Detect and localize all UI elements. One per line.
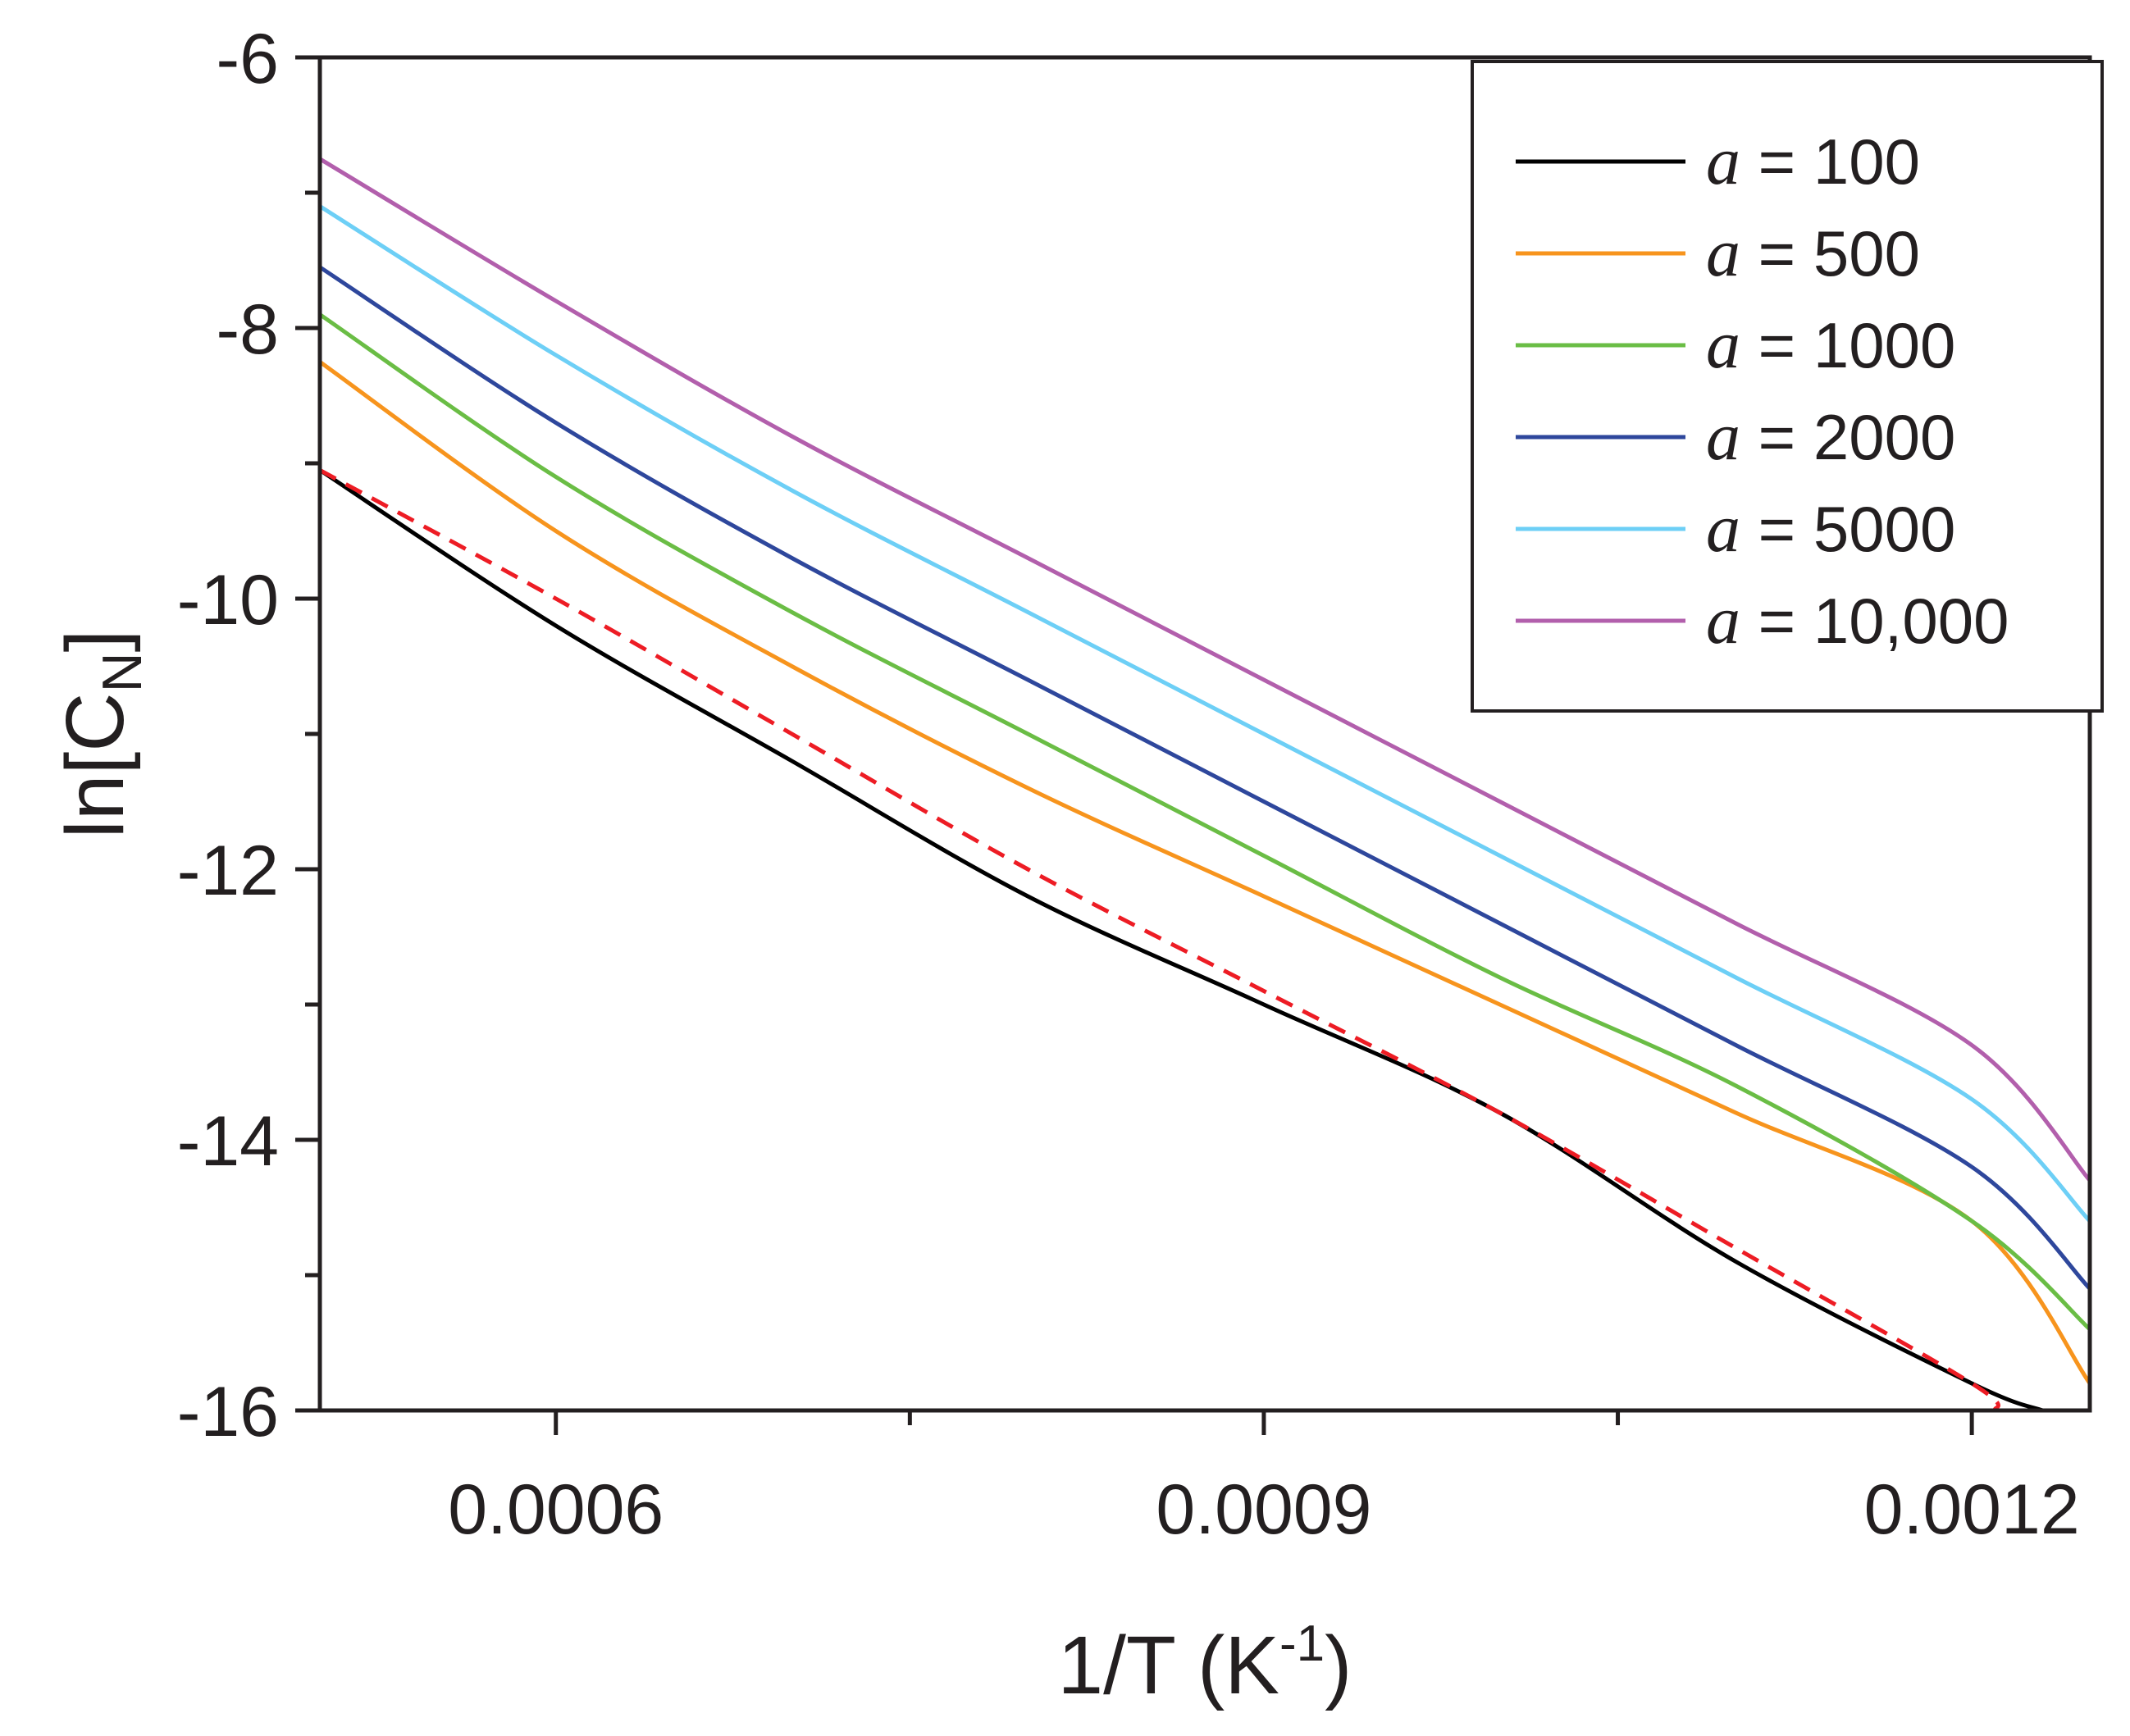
series-line-6 bbox=[320, 157, 2090, 1182]
legend-label: a = 500 bbox=[1706, 215, 1920, 291]
y-tick-label: -10 bbox=[177, 561, 279, 640]
tick-layer: 0.0006 0.0009 0.0012 -6 -8 -10 -12 -14 -16 bbox=[177, 20, 2080, 1549]
legend-label: a = 1000 bbox=[1706, 307, 1955, 383]
legend-label: a = 100 bbox=[1706, 123, 1920, 199]
legend-box bbox=[1471, 60, 2104, 713]
series-line-fit bbox=[320, 468, 2000, 1410]
series-line-3 bbox=[320, 312, 2090, 1331]
legend-label: a = 10,000 bbox=[1706, 582, 2009, 658]
y-tick-label: -12 bbox=[177, 832, 279, 910]
legend-label: a = 5000 bbox=[1706, 490, 1955, 567]
x-axis-title: 1/T (K-1) bbox=[1058, 1615, 1352, 1711]
series-line-2 bbox=[320, 360, 2090, 1385]
series-layer bbox=[320, 157, 2090, 1410]
y-tick-label: -14 bbox=[177, 1102, 279, 1181]
series-line-4 bbox=[320, 265, 2090, 1291]
y-tick-label: -16 bbox=[177, 1373, 279, 1451]
series-line-1 bbox=[320, 468, 2044, 1410]
x-tick-label: 0.0006 bbox=[448, 1470, 664, 1549]
y-tick-label: -6 bbox=[217, 20, 279, 98]
series-line-5 bbox=[320, 204, 2090, 1223]
legend: a = 100 a = 500 a = 1000 a = 2000 a = 5000 a … bbox=[1471, 60, 2104, 713]
x-tick-label: 0.0009 bbox=[1156, 1470, 1371, 1549]
x-tick-label: 0.0012 bbox=[1864, 1470, 2080, 1549]
y-axis-title: ln[CN] bbox=[49, 630, 153, 839]
y-tick-label: -8 bbox=[217, 290, 279, 369]
legend-label: a = 2000 bbox=[1706, 399, 1955, 475]
